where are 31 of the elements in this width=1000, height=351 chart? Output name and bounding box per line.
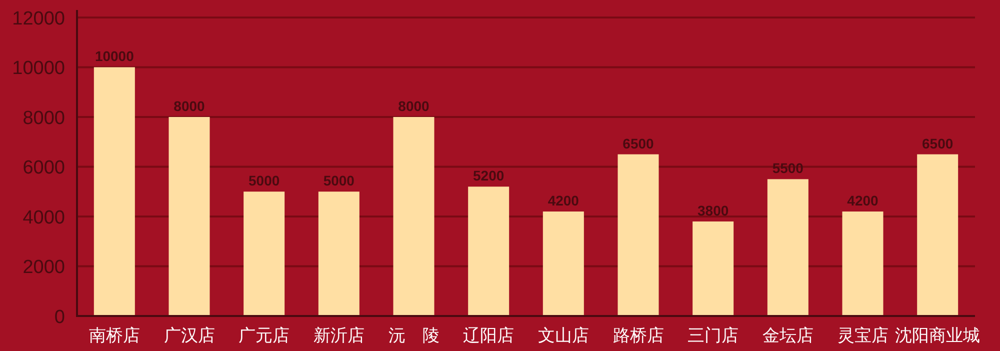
x-tick-label: 广汉店 — [164, 326, 215, 345]
y-tick-label: 8000 — [22, 108, 65, 129]
y-tick-label: 12000 — [12, 8, 65, 30]
x-tick-label: 新沂店 — [313, 326, 364, 345]
data-label: 3800 — [698, 202, 729, 218]
data-label: 5500 — [772, 160, 804, 176]
y-tick-label: 4000 — [22, 207, 65, 228]
data-label: 5200 — [473, 168, 504, 184]
data-label: 5000 — [323, 172, 355, 189]
data-label: 6500 — [622, 135, 654, 152]
x-tick-label: 灵宝店 — [837, 326, 888, 345]
data-label: 8000 — [174, 98, 206, 114]
x-tick-label: 路桥店 — [612, 326, 664, 345]
data-label: 5000 — [248, 172, 280, 189]
data-label: 8000 — [398, 98, 430, 114]
data-label: 6500 — [922, 135, 954, 152]
data-label: 4200 — [548, 192, 580, 209]
data-label: 4200 — [847, 192, 879, 209]
x-tick-label: 广元店 — [238, 326, 290, 345]
y-tick-label: 0 — [54, 307, 65, 328]
x-tick-label: 南桥店 — [88, 326, 140, 345]
x-tick-label: 沅 陵 — [388, 326, 440, 345]
x-tick-label: 文山店 — [538, 326, 589, 345]
x-tick-label: 沈阳商业城 — [895, 326, 980, 345]
y-tick-label: 10000 — [12, 58, 65, 80]
x-tick-label: 金坛店 — [762, 326, 814, 345]
y-tick-label: 6000 — [22, 158, 65, 179]
y-tick-label: 2000 — [22, 257, 65, 278]
x-tick-label: 三门店 — [688, 326, 739, 345]
data-label: 10000 — [94, 48, 134, 64]
x-tick-label: 辽阳店 — [463, 326, 514, 345]
